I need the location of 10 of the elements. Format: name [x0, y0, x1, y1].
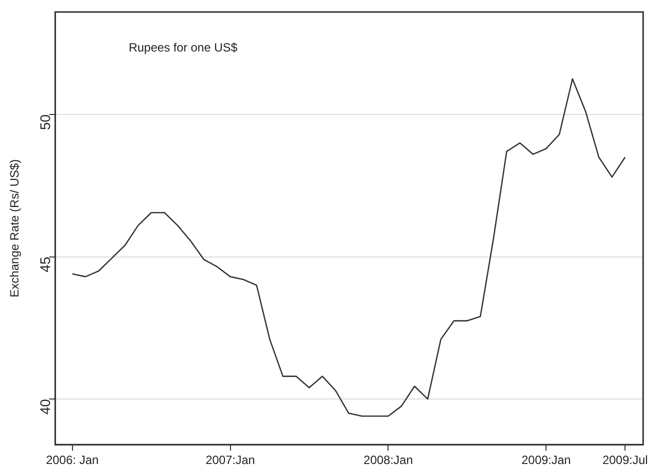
y-tick-label: 40 — [37, 398, 54, 415]
x-tick-label: 2007:Jan — [206, 453, 255, 468]
x-tick-label: 2008:Jan — [364, 453, 413, 468]
x-tick-label: 2006: Jan — [46, 453, 99, 468]
y-tick-label: 50 — [37, 114, 54, 130]
y-axis-title: Exchange Rate (Rs/ US$) — [8, 159, 22, 298]
annotation: Rupees for one US$ — [128, 40, 238, 54]
y-tick-label: 45 — [37, 256, 54, 272]
x-tick-label: 2009:Jan — [521, 453, 571, 468]
x-tick-label: 2009:Jul — [602, 453, 648, 468]
